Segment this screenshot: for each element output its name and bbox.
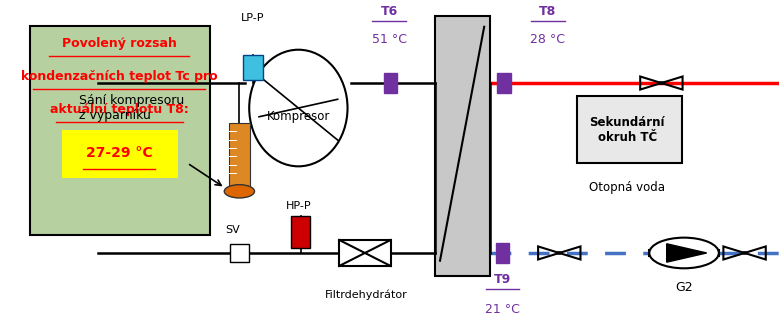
Text: 21 °C: 21 °C bbox=[485, 303, 520, 316]
Text: T9: T9 bbox=[494, 273, 511, 286]
Circle shape bbox=[649, 238, 719, 268]
Bar bbox=[291, 216, 310, 248]
Text: G2: G2 bbox=[675, 282, 693, 294]
Ellipse shape bbox=[250, 50, 348, 166]
Text: 27-29 °C: 27-29 °C bbox=[86, 146, 152, 160]
Text: T8: T8 bbox=[539, 5, 557, 18]
Text: Povolený rozsah: Povolený rozsah bbox=[62, 37, 176, 49]
Text: 51 °C: 51 °C bbox=[371, 33, 406, 46]
Circle shape bbox=[659, 82, 664, 84]
Bar bbox=[62, 130, 178, 178]
Bar bbox=[434, 16, 490, 276]
Text: HP-P: HP-P bbox=[285, 201, 311, 211]
Bar bbox=[229, 123, 250, 186]
Text: aktuální teplotu T8:: aktuální teplotu T8: bbox=[50, 103, 189, 116]
Text: Filtrdehydrátor: Filtrdehydrátor bbox=[325, 289, 408, 300]
Bar bbox=[30, 27, 210, 235]
Text: Sekundární
okruh TČ: Sekundární okruh TČ bbox=[590, 116, 665, 144]
Circle shape bbox=[742, 252, 747, 254]
Bar bbox=[243, 55, 263, 80]
Text: kondenzačních teplot Tc pro: kondenzačních teplot Tc pro bbox=[21, 70, 218, 83]
Text: Kompresor: Kompresor bbox=[267, 110, 330, 123]
Bar bbox=[229, 244, 250, 262]
Bar bbox=[576, 96, 682, 163]
Bar bbox=[339, 240, 391, 266]
Circle shape bbox=[225, 185, 254, 198]
Polygon shape bbox=[667, 244, 707, 262]
Text: 28 °C: 28 °C bbox=[530, 33, 566, 46]
Text: T6: T6 bbox=[381, 5, 398, 18]
Text: Sání kompresoru
z výparníku: Sání kompresoru z výparníku bbox=[79, 94, 184, 122]
Text: LP-P: LP-P bbox=[241, 13, 264, 23]
Text: Otopná voda: Otopná voda bbox=[590, 181, 665, 195]
Bar bbox=[498, 73, 511, 93]
Text: SV: SV bbox=[225, 225, 240, 235]
Bar bbox=[384, 73, 398, 93]
Bar bbox=[496, 243, 509, 263]
Circle shape bbox=[557, 252, 562, 254]
